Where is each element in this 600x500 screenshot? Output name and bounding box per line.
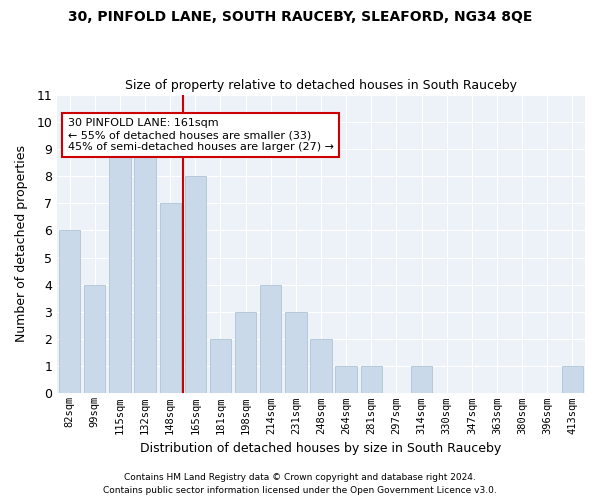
Bar bbox=[59, 230, 80, 394]
Bar bbox=[210, 339, 231, 394]
Bar bbox=[84, 284, 106, 394]
Bar bbox=[185, 176, 206, 394]
Bar bbox=[361, 366, 382, 394]
Bar bbox=[109, 149, 131, 394]
Bar bbox=[285, 312, 307, 394]
Text: Contains HM Land Registry data © Crown copyright and database right 2024.
Contai: Contains HM Land Registry data © Crown c… bbox=[103, 474, 497, 495]
Text: 30, PINFOLD LANE, SOUTH RAUCEBY, SLEAFORD, NG34 8QE: 30, PINFOLD LANE, SOUTH RAUCEBY, SLEAFOR… bbox=[68, 10, 532, 24]
Bar bbox=[134, 149, 156, 394]
Bar bbox=[235, 312, 256, 394]
Bar bbox=[260, 284, 281, 394]
Bar bbox=[411, 366, 432, 394]
Bar bbox=[310, 339, 332, 394]
Y-axis label: Number of detached properties: Number of detached properties bbox=[15, 146, 28, 342]
Bar bbox=[562, 366, 583, 394]
Text: 30 PINFOLD LANE: 161sqm
← 55% of detached houses are smaller (33)
45% of semi-de: 30 PINFOLD LANE: 161sqm ← 55% of detache… bbox=[68, 118, 334, 152]
Bar bbox=[335, 366, 357, 394]
X-axis label: Distribution of detached houses by size in South Rauceby: Distribution of detached houses by size … bbox=[140, 442, 502, 455]
Title: Size of property relative to detached houses in South Rauceby: Size of property relative to detached ho… bbox=[125, 79, 517, 92]
Bar bbox=[160, 203, 181, 394]
